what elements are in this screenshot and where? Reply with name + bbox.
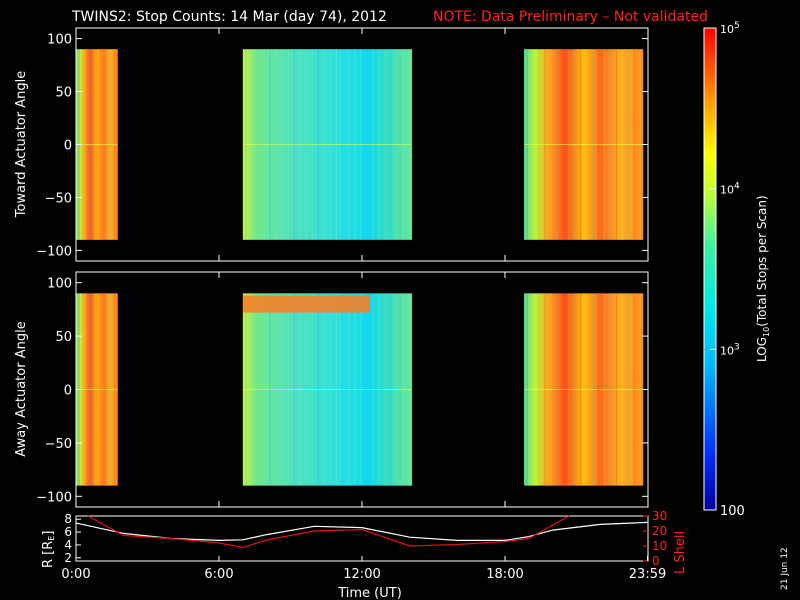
l-shell-axis-label: L Shell [673,531,688,574]
toward-y-axis-label: Toward Actuator Angle [14,71,29,218]
x-tick-label: 23:59 [629,567,666,582]
away-angle-panel: 100 50 0 −50 −100 Away Actuator Angle [14,271,649,508]
colorbar-tick-label: 105 [720,21,740,36]
y-tick-label: 100 [47,277,72,292]
colorbar-ticks: 105 104 103 100 [710,21,745,519]
y-tick-label: 50 [55,330,72,345]
away-y-ticks: 100 50 0 −50 −100 [36,272,649,507]
generation-date: 21 Jun 12 [780,547,790,590]
high-angle-hot-band [242,295,370,313]
r-tick-label: 2 [64,551,72,565]
l-shell-tick-label: 10 [652,539,667,553]
x-axis-label: Time (UT) [337,586,402,600]
l-shell-tick-label: 30 [652,509,667,523]
plot-title: TWINS2: Stop Counts: 14 Mar (day 74), 20… [71,9,387,25]
toward-angle-panel: 100 50 0 −50 −100 Toward Actuator Angle [14,27,649,262]
y-tick-label: 0 [64,384,72,399]
r-tick-label: 4 [64,538,72,552]
away-heatmap-segments [76,293,644,486]
x-tick-label: 18:00 [486,567,523,582]
away-y-axis-label: Away Actuator Angle [14,321,29,456]
toward-heatmap-segments [76,49,644,240]
l-shell-tick-label: 20 [652,524,667,538]
r-axis-label: R [RE] [41,531,56,568]
x-tick-label: 6:00 [204,567,233,582]
y-tick-label: −100 [36,244,72,259]
l-shell-line [87,515,570,549]
r-tick-label: 8 [64,512,72,526]
y-tick-label: 50 [55,86,72,101]
colorbar-tick-label: 103 [720,342,740,357]
y-tick-label: 100 [47,33,72,48]
y-tick-label: 0 [64,139,72,154]
colorbar-tick-label: 100 [720,504,745,519]
y-tick-label: −100 [36,490,72,505]
x-tick-label: 0:00 [61,567,90,582]
preliminary-note: NOTE: Data Preliminary – Not validated [433,9,708,25]
y-tick-label: −50 [45,191,72,206]
colorbar-label: LOG10(Total Stops per Scan) [755,195,771,362]
y-tick-label: −50 [45,437,72,452]
colorbar: 105 104 103 100 LOG10(Total Stops per Scan) [703,21,771,519]
l-shell-tick-label: 0 [652,554,660,568]
colorbar-tick-label: 104 [720,182,740,197]
r-distance-line [75,521,649,542]
x-tick-label: 12:00 [343,567,380,582]
r-tick-label: 6 [64,525,72,539]
toward-y-ticks: 100 50 0 −50 −100 [36,28,649,261]
colorbar-scale [704,28,716,510]
